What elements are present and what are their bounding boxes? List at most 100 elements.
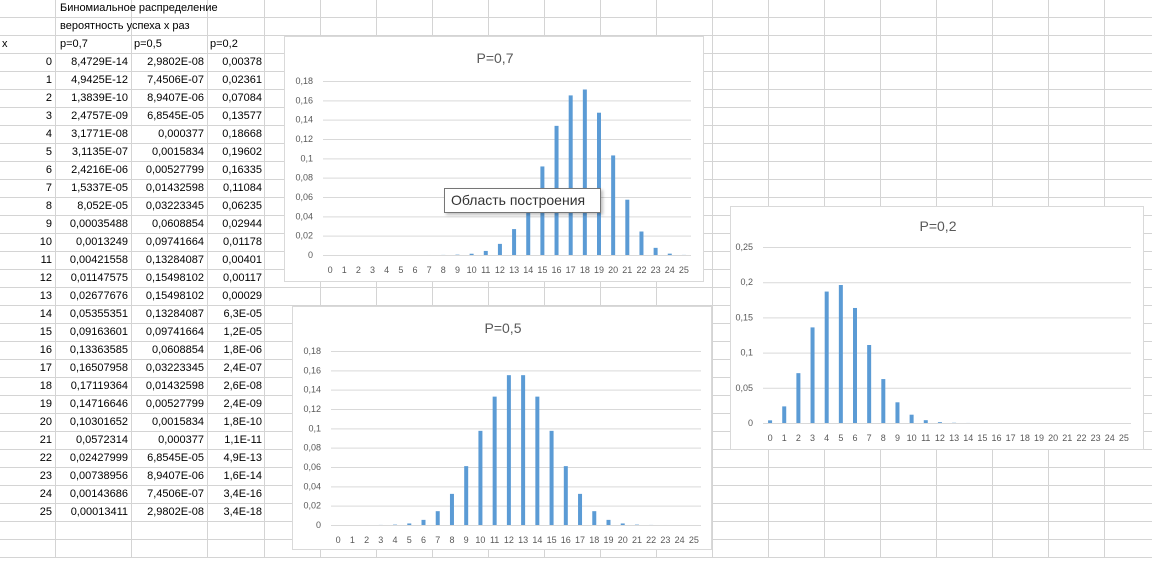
cell-p07[interactable]: 1,3839E-10: [56, 90, 128, 106]
bar[interactable]: [881, 379, 885, 423]
bar[interactable]: [811, 327, 815, 423]
cell-x[interactable]: 13: [0, 288, 52, 304]
cell-p07[interactable]: 3,1771E-08: [56, 126, 128, 142]
cell-p05[interactable]: 6,8545E-05: [132, 450, 204, 466]
cell-p05[interactable]: 8,9407E-06: [132, 90, 204, 106]
cell-p07[interactable]: 0,17119364: [56, 378, 128, 394]
cell-p07[interactable]: 0,05355351: [56, 306, 128, 322]
cell-p05[interactable]: 0,0015834: [132, 144, 204, 160]
cell-p07[interactable]: 0,00738956: [56, 468, 128, 484]
cell-p07[interactable]: 2,4757E-09: [56, 108, 128, 124]
cell-x[interactable]: 0: [0, 54, 52, 70]
bar[interactable]: [796, 373, 800, 423]
bar[interactable]: [924, 420, 928, 423]
cell-x[interactable]: 21: [0, 432, 52, 448]
cell-p05[interactable]: 0,000377: [132, 432, 204, 448]
bar[interactable]: [436, 511, 440, 525]
header-p07[interactable]: p=0,7: [60, 36, 88, 52]
cell-p05[interactable]: 0,01432598: [132, 180, 204, 196]
bar[interactable]: [569, 95, 573, 255]
cell-p02[interactable]: 3,4E-16: [208, 486, 262, 502]
cell-p02[interactable]: 1,1E-11: [208, 432, 262, 448]
cell-p07[interactable]: 0,09163601: [56, 324, 128, 340]
cell-x[interactable]: 16: [0, 342, 52, 358]
cell-p05[interactable]: 6,8545E-05: [132, 108, 204, 124]
cell-p02[interactable]: 1,8E-10: [208, 414, 262, 430]
cell-p02[interactable]: 0,11084: [208, 180, 262, 196]
bar[interactable]: [578, 494, 582, 525]
cell-x[interactable]: 20: [0, 414, 52, 430]
cell-x[interactable]: 11: [0, 252, 52, 268]
cell-p07[interactable]: 1,5337E-05: [56, 180, 128, 196]
cell-p07[interactable]: 0,02427999: [56, 450, 128, 466]
bar[interactable]: [895, 402, 899, 423]
cell-x[interactable]: 8: [0, 198, 52, 214]
cell-x[interactable]: 19: [0, 396, 52, 412]
cell-p05[interactable]: 0,09741664: [132, 234, 204, 250]
cell-p02[interactable]: 1,2E-05: [208, 324, 262, 340]
bar[interactable]: [521, 375, 525, 525]
cell-p02[interactable]: 1,8E-06: [208, 342, 262, 358]
cell-p05[interactable]: 0,00527799: [132, 162, 204, 178]
header-p02[interactable]: p=0,2: [210, 36, 238, 52]
bar[interactable]: [450, 494, 454, 525]
cell-x[interactable]: 6: [0, 162, 52, 178]
cell-p05[interactable]: 2,9802E-08: [132, 54, 204, 70]
cell-x[interactable]: 4: [0, 126, 52, 142]
cell-p05[interactable]: 0,01432598: [132, 378, 204, 394]
header-p05[interactable]: p=0,5: [134, 36, 162, 52]
bar[interactable]: [512, 229, 516, 255]
bar[interactable]: [867, 345, 871, 423]
cell-p05[interactable]: 2,9802E-08: [132, 504, 204, 520]
cell-p07[interactable]: 0,14716646: [56, 396, 128, 412]
cell-p02[interactable]: 0,18668: [208, 126, 262, 142]
cell-p07[interactable]: 4,9425E-12: [56, 72, 128, 88]
cell-x[interactable]: 22: [0, 450, 52, 466]
cell-p02[interactable]: 4,9E-13: [208, 450, 262, 466]
cell-x[interactable]: 17: [0, 360, 52, 376]
bar[interactable]: [478, 431, 482, 525]
cell-p02[interactable]: 2,4E-09: [208, 396, 262, 412]
bar[interactable]: [550, 431, 554, 525]
cell-p02[interactable]: 2,4E-07: [208, 360, 262, 376]
bar[interactable]: [597, 113, 601, 255]
cell-x[interactable]: 23: [0, 468, 52, 484]
cell-x[interactable]: 25: [0, 504, 52, 520]
cell-p05[interactable]: 0,13284087: [132, 252, 204, 268]
cell-p02[interactable]: 0,16335: [208, 162, 262, 178]
bar[interactable]: [654, 248, 658, 255]
bar[interactable]: [592, 511, 596, 525]
cell-x[interactable]: 9: [0, 216, 52, 232]
bar[interactable]: [611, 155, 615, 255]
cell-p07[interactable]: 8,052E-05: [56, 198, 128, 214]
cell-p02[interactable]: 0,07084: [208, 90, 262, 106]
bar[interactable]: [607, 520, 611, 525]
cell-p07[interactable]: 0,0013249: [56, 234, 128, 250]
bar[interactable]: [422, 520, 426, 525]
bar[interactable]: [583, 90, 587, 255]
cell-p02[interactable]: 2,6E-08: [208, 378, 262, 394]
cell-x[interactable]: 2: [0, 90, 52, 106]
cell-p05[interactable]: 0,0608854: [132, 342, 204, 358]
cell-p07[interactable]: 0,00035488: [56, 216, 128, 232]
cell-x[interactable]: 3: [0, 108, 52, 124]
bar[interactable]: [668, 254, 672, 255]
cell-p02[interactable]: 0,00401: [208, 252, 262, 268]
cell-p02[interactable]: 0,00117: [208, 270, 262, 286]
cell-p02[interactable]: 0,06235: [208, 198, 262, 214]
cell-p07[interactable]: 8,4729E-14: [56, 54, 128, 70]
cell-p05[interactable]: 0,15498102: [132, 288, 204, 304]
cell-p05[interactable]: 8,9407E-06: [132, 468, 204, 484]
cell-p02[interactable]: 0,01178: [208, 234, 262, 250]
cell-x[interactable]: 10: [0, 234, 52, 250]
cell-p07[interactable]: 3,1135E-07: [56, 144, 128, 160]
cell-p02[interactable]: 1,6E-14: [208, 468, 262, 484]
cell-p07[interactable]: 0,01147575: [56, 270, 128, 286]
cell-p05[interactable]: 7,4506E-07: [132, 486, 204, 502]
cell-x[interactable]: 24: [0, 486, 52, 502]
bar[interactable]: [839, 285, 843, 423]
bar[interactable]: [498, 244, 502, 255]
cell-p02[interactable]: 0,19602: [208, 144, 262, 160]
bar[interactable]: [564, 466, 568, 525]
